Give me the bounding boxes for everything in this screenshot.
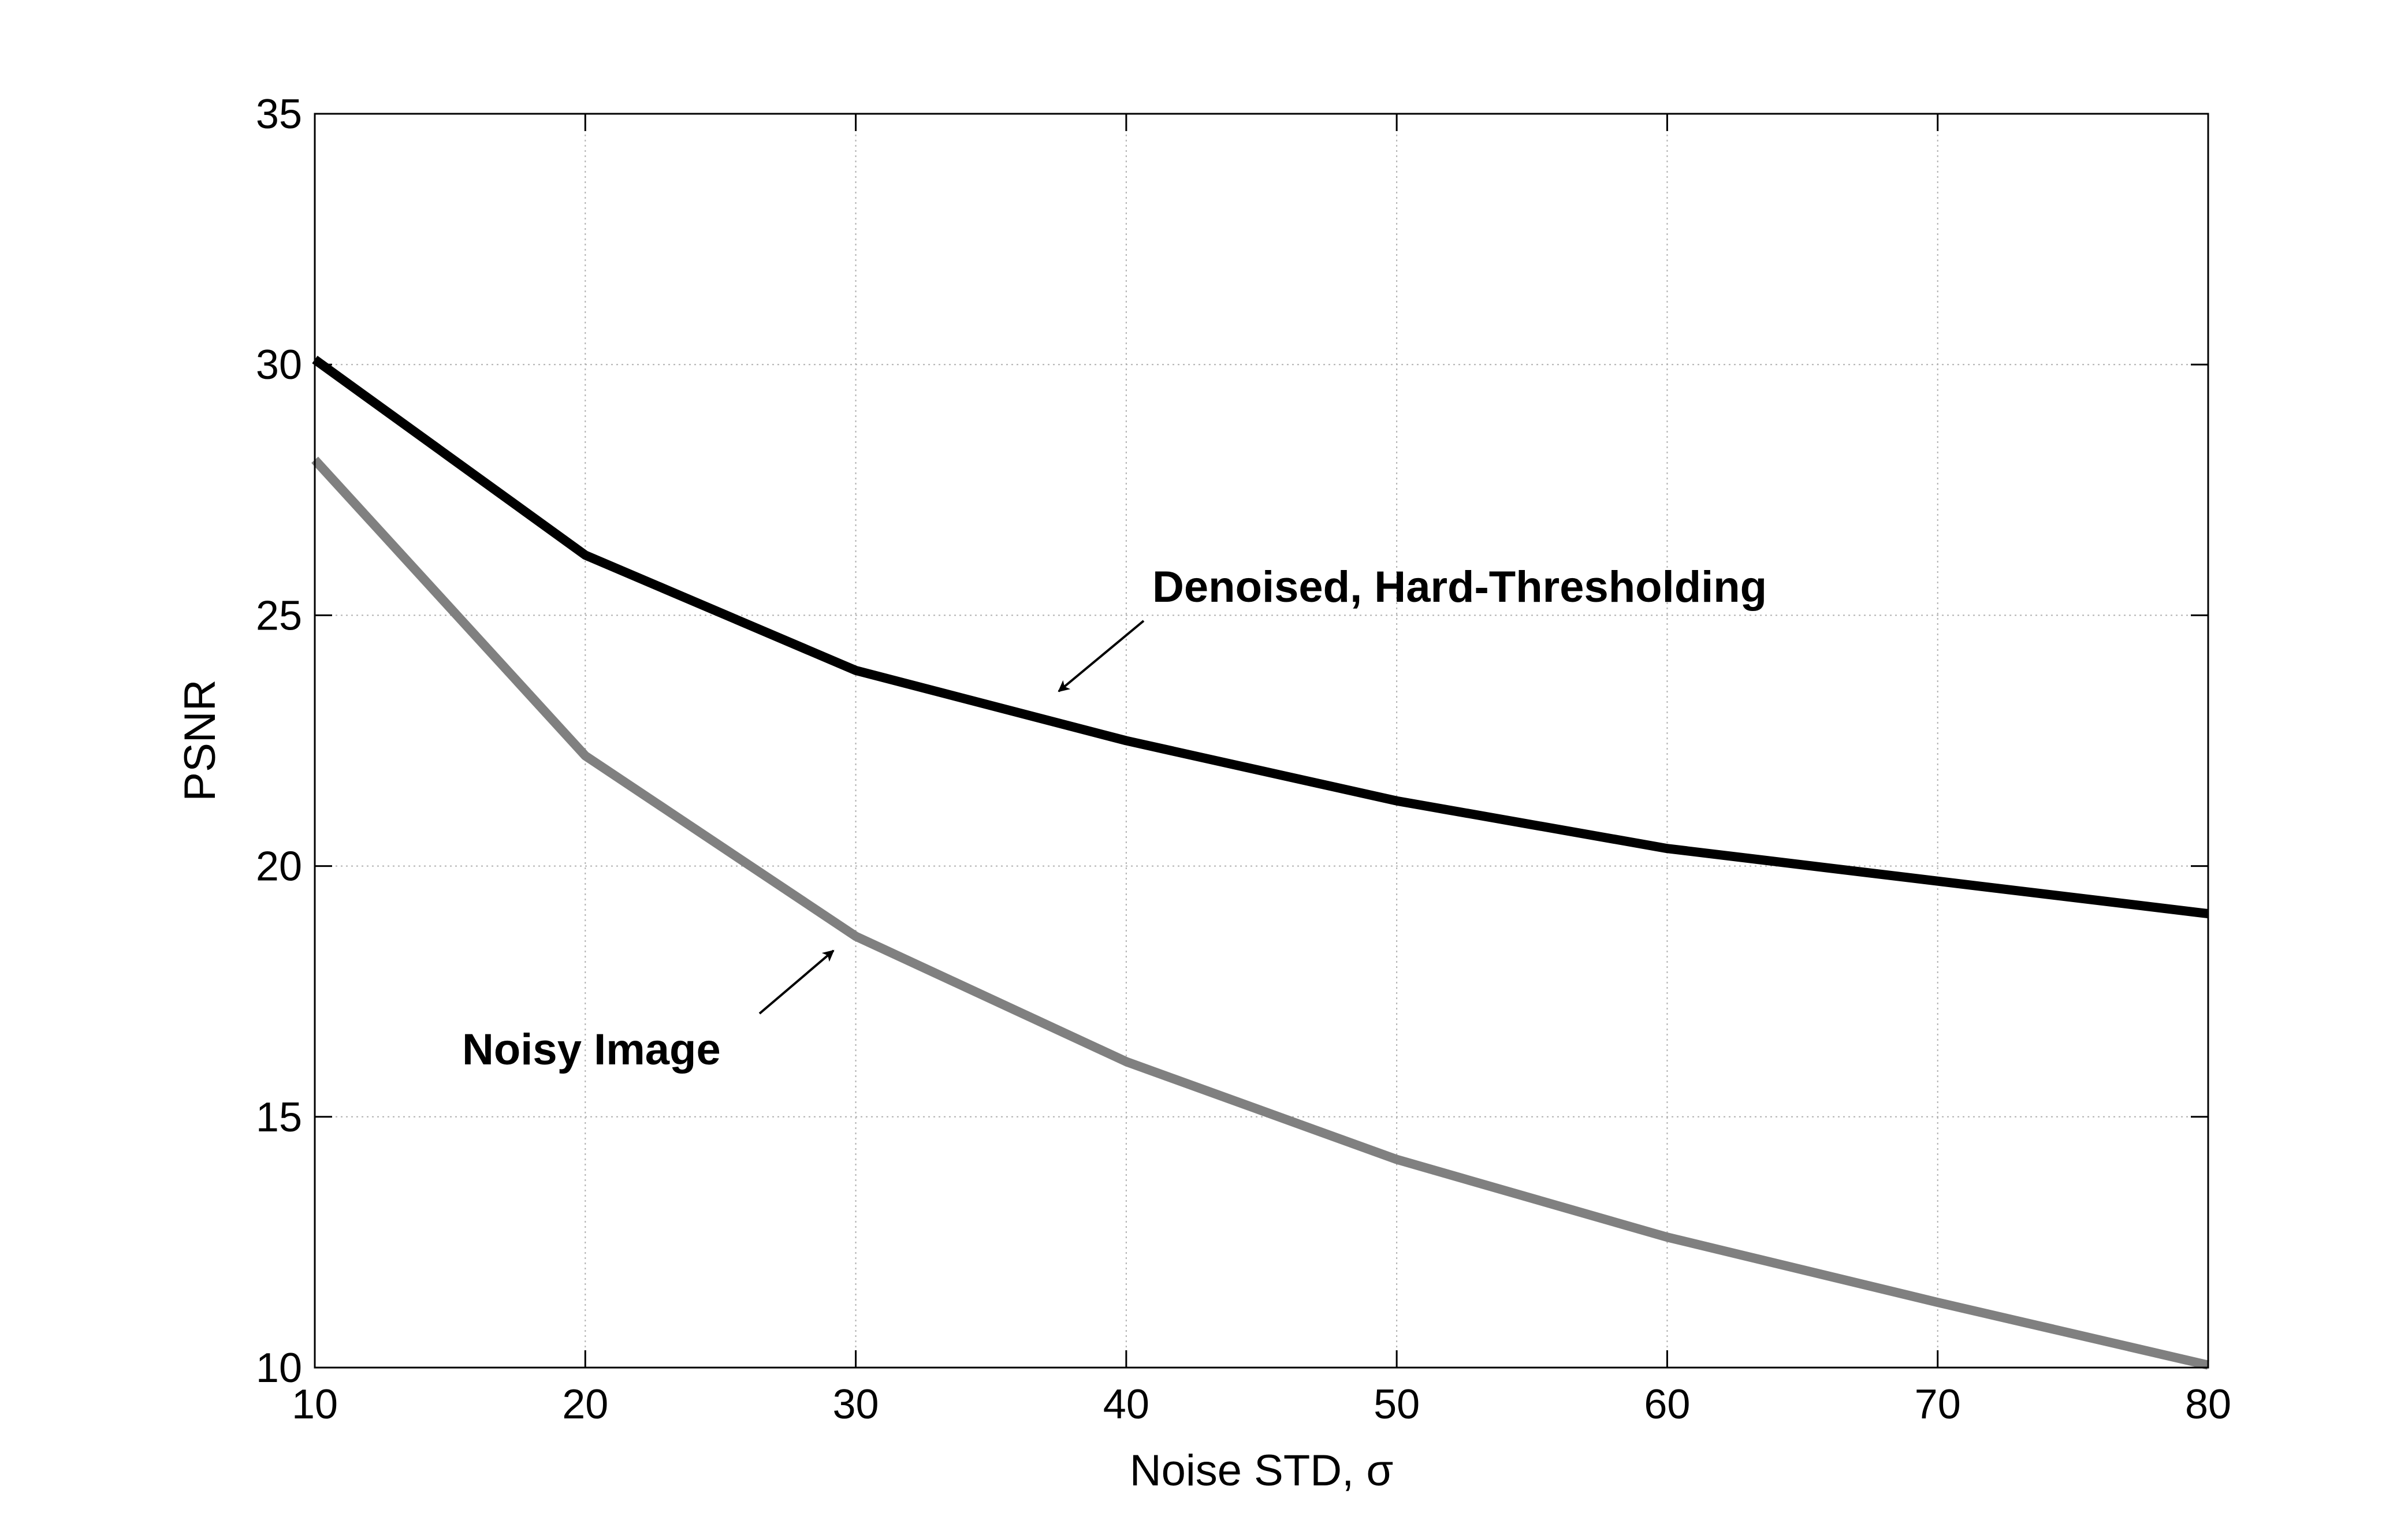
y-tick-label: 15 xyxy=(256,1094,302,1141)
x-tick-label: 40 xyxy=(1103,1381,1149,1428)
noisy-annotation-label: Noisy Image xyxy=(462,1025,721,1074)
series-layer xyxy=(311,356,2209,1370)
y-axis-label: PSNR xyxy=(176,679,225,801)
y-tick-label: 20 xyxy=(256,844,302,890)
noisy-annotation-arrow xyxy=(758,949,835,1015)
noisy-image-series-line xyxy=(311,456,2209,1370)
x-tick-label: 20 xyxy=(562,1381,608,1428)
denoised-annotation-label: Denoised, Hard-Thresholding xyxy=(1152,563,1767,612)
annotations: Denoised, Hard-Thresholding Noisy Image xyxy=(462,563,1767,1074)
x-tick-label: 50 xyxy=(1374,1381,1420,1428)
x-tick-label: 30 xyxy=(833,1381,879,1428)
plot-background xyxy=(315,114,2208,1368)
x-tick-label: 80 xyxy=(2185,1381,2231,1428)
y-tick-label: 10 xyxy=(256,1345,302,1391)
x-axis-label: Noise STD, σ xyxy=(1130,1446,1394,1495)
denoised-annotation-arrow xyxy=(1058,620,1145,692)
x-tick-labels: 10 20 30 40 50 60 70 80 xyxy=(292,1381,2231,1428)
plot-frame xyxy=(314,113,2209,1369)
denoised-series-line xyxy=(312,356,2209,919)
x-tick-label: 70 xyxy=(1915,1381,1961,1428)
y-tick-label: 25 xyxy=(256,593,302,639)
y-tick-label: 35 xyxy=(256,91,302,137)
y-tick-label: 30 xyxy=(256,342,302,388)
y-tick-labels: 10 15 20 25 30 35 xyxy=(256,91,302,1391)
x-tick-label: 60 xyxy=(1644,1381,1690,1428)
x-tick-label: 10 xyxy=(292,1381,338,1428)
